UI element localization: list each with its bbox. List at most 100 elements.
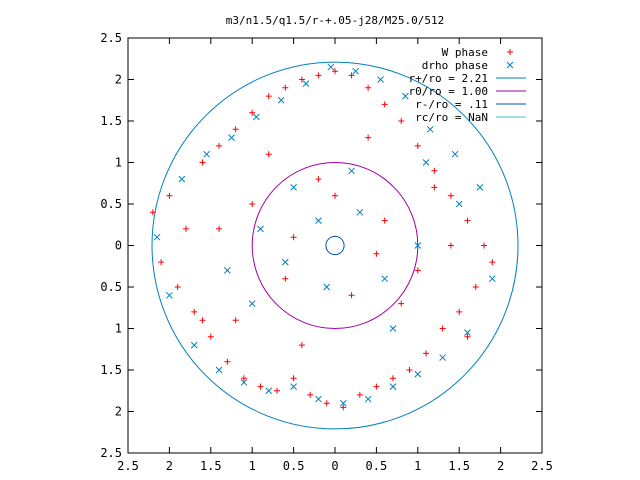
w-phase-point-45 (315, 176, 322, 183)
w-phase-point-56 (431, 184, 438, 191)
drho-phase-point-18 (377, 76, 384, 83)
w-phase-point-42 (216, 225, 223, 232)
drho-phase-point-1 (166, 291, 173, 299)
circle-0 (151, 61, 519, 430)
y-tick-label: 1.5 (100, 363, 122, 377)
w-phase-point-2 (166, 192, 173, 199)
axes-layer: 2.5 2 1.5 1 0.5 0 0.5 1 1.5 2 2.52.521.510.500.511… (100, 31, 553, 473)
y-tick-label: 2 (115, 405, 122, 419)
drho-phase-point-21 (414, 370, 422, 378)
y-tick-label: 2.5 (100, 31, 122, 45)
drho-phase-point-30 (290, 184, 297, 191)
drho-phase-point-19 (389, 383, 397, 390)
w-phase-point-41 (489, 259, 496, 266)
drho-phase-point-31 (323, 283, 331, 291)
w-phase-point-13 (257, 383, 264, 390)
drho-phase-point-22 (426, 125, 434, 133)
w-phase-point-29 (389, 375, 396, 382)
drho-phase-point-2 (178, 175, 186, 183)
w-phase-point-59 (290, 234, 297, 241)
legend-label: rc/ro = NaN (415, 111, 488, 124)
drho-phase-point-8 (252, 113, 260, 121)
w-phase-point-18 (298, 76, 305, 83)
y-tick-label: 1 (115, 322, 122, 336)
w-phase-point-4 (182, 225, 189, 232)
w-phase-point-20 (315, 72, 322, 79)
w-phase-point-58 (464, 333, 471, 340)
w-phase-point-17 (290, 375, 297, 382)
drho-phase-point-4 (203, 150, 211, 158)
drho-phase-point-38 (315, 217, 322, 224)
drho-phase-point-14 (327, 63, 335, 71)
w-phase-point-26 (365, 84, 372, 91)
drho-phase-point-16 (352, 67, 360, 75)
w-phase-point-5 (191, 308, 198, 315)
x-tick-label: 2.5 (531, 459, 553, 473)
w-phase-point-24 (348, 72, 355, 79)
w-phase-point-34 (431, 167, 438, 174)
w-phase-point-7 (207, 333, 214, 340)
w-phase-point-37 (456, 308, 463, 315)
x-tick-label: 2.5 (117, 459, 139, 473)
y-tick-label: 2.5 (100, 446, 122, 460)
drho-phase-point-26 (476, 184, 484, 191)
legend-cross-marker (506, 61, 514, 69)
w-phase-point-50 (232, 317, 239, 324)
w-phase-point-44 (282, 275, 289, 282)
legend-label: r+/ro = 2.21 (409, 72, 488, 85)
chart-title: m3/n1.5/q1.5/r-+.05-j28/M25.0/512 (226, 14, 445, 27)
w-phase-point-51 (265, 151, 272, 158)
w-phase-point-8 (216, 142, 223, 149)
legend-plus-marker (507, 49, 513, 55)
legend-label: W phase (442, 46, 488, 59)
drho-phase-point-15 (339, 399, 347, 407)
w-phase-point-15 (274, 387, 281, 394)
w-phase-point-52 (298, 342, 305, 349)
y-tick-label: 0 (115, 239, 122, 253)
drho-phase-point-27 (488, 275, 496, 283)
x-tick-label: 1.5 (448, 459, 470, 473)
x-tick-label: 1 (249, 459, 256, 473)
w-phase-point-0 (149, 209, 156, 216)
drho-phase-point-9 (265, 387, 273, 395)
drho-phase-point-37 (281, 258, 289, 266)
drho-phase-point-6 (228, 134, 235, 141)
x-tick-label: 2 (497, 459, 504, 473)
legend-label: r0/ro = 1.00 (409, 85, 488, 98)
drho-phase-point-23 (439, 354, 446, 361)
drho-phase-point-24 (451, 150, 459, 158)
w-phase-point-6 (199, 159, 206, 166)
drho-phase-point-36 (248, 300, 256, 307)
w-phase-point-11 (240, 375, 247, 382)
w-phase-point-54 (365, 134, 372, 141)
w-phase-point-23 (340, 404, 347, 411)
drho-phase-point-28 (224, 267, 231, 274)
w-phase-point-14 (265, 93, 272, 100)
drho-phase-point-25 (464, 329, 471, 337)
w-phase-point-38 (464, 217, 471, 224)
w-phase-point-43 (249, 201, 256, 207)
drho-phase-point-34 (422, 159, 430, 166)
x-tick-label: 2 (166, 459, 173, 473)
legend-label: drho phase (422, 59, 488, 72)
drho-phase-point-10 (277, 96, 285, 104)
legend-label: r-/ro = .11 (415, 98, 488, 111)
w-phase-point-32 (414, 142, 421, 149)
w-phase-point-60 (373, 250, 380, 257)
drho-phase-point-39 (348, 167, 355, 175)
drho-phase-point-12 (302, 80, 310, 88)
drho-phase-point-17 (364, 395, 372, 403)
drho-phase-point-11 (290, 383, 297, 390)
w-phase-point-25 (356, 391, 363, 398)
w-phase-point-57 (199, 317, 206, 324)
drho-phase-point-29 (257, 225, 264, 233)
w-phase-point-27 (373, 383, 380, 390)
drho-phase-point-32 (356, 208, 364, 216)
w-phase-point-49 (447, 242, 454, 249)
drho-phase-point-40 (381, 275, 389, 283)
w-phase-point-21 (323, 400, 330, 407)
drho-phase-point-35 (455, 200, 463, 208)
y-tick-label: 1 (115, 156, 122, 170)
drho-phase-point-41 (414, 242, 422, 249)
w-phase-point-30 (398, 118, 405, 124)
